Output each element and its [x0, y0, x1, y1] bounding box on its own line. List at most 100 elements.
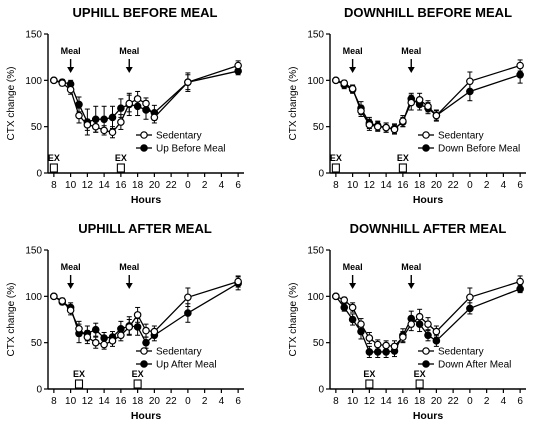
- y-tick-label: 100: [307, 76, 324, 87]
- x-tick-label: 0: [467, 180, 473, 191]
- x-tick-label: 10: [65, 180, 77, 191]
- legend-marker: [422, 347, 430, 355]
- x-tick-label: 0: [185, 396, 191, 407]
- data-point: [424, 102, 432, 111]
- meal-annotation: Meal: [61, 262, 81, 272]
- legend-marker: [422, 131, 430, 139]
- x-tick-label: 12: [82, 180, 94, 191]
- x-axis-label: Hours: [413, 194, 443, 206]
- data-point: [365, 121, 374, 129]
- meal-arrow-icon: [67, 283, 75, 289]
- exercise-annotation: EX: [414, 369, 426, 379]
- data-point: [407, 320, 416, 328]
- meal-annotation: Meal: [119, 262, 139, 272]
- y-tick-label: 100: [25, 76, 42, 87]
- x-tick-label: 16: [115, 396, 127, 407]
- data-point: [75, 111, 83, 120]
- meal-arrow-icon: [407, 283, 415, 289]
- x-tick-label: 18: [132, 180, 144, 191]
- data-point: [91, 338, 100, 347]
- x-tick-label: 6: [517, 396, 523, 407]
- exercise-annotation: EX: [132, 369, 144, 379]
- meal-annotation: Meal: [401, 262, 421, 272]
- meal-annotation: Meal: [61, 46, 81, 56]
- legend: Sedentary Down After Meal: [418, 347, 511, 371]
- x-tick-label: 16: [397, 180, 409, 191]
- x-tick-label: 6: [517, 180, 523, 191]
- y-tick-label: 150: [307, 30, 324, 41]
- y-tick-label: 100: [307, 292, 324, 303]
- data-point: [108, 113, 117, 122]
- x-tick-label: 14: [381, 396, 393, 407]
- data-point: [133, 311, 142, 319]
- data-point: [100, 115, 108, 124]
- meal-annotation: Meal: [343, 46, 363, 56]
- x-tick-label: 4: [219, 180, 225, 191]
- legend-label: Sedentary: [438, 131, 484, 142]
- x-tick-label: 2: [484, 180, 490, 191]
- data-point: [133, 95, 142, 103]
- data-point: [390, 342, 399, 351]
- x-axis-label: Hours: [413, 410, 443, 422]
- x-tick-label: 20: [149, 180, 161, 191]
- meal-arrow-icon: [407, 67, 415, 73]
- y-tick-label: 50: [313, 122, 325, 133]
- legend: Sedentary Up Before Meal: [136, 131, 225, 155]
- meal-arrow-icon: [125, 67, 133, 73]
- data-point: [340, 79, 349, 87]
- data-point: [100, 126, 108, 135]
- meal-arrow-icon: [67, 67, 75, 73]
- data-point: [184, 309, 192, 317]
- x-tick-label: 22: [166, 396, 178, 407]
- data-point: [58, 297, 67, 305]
- meal-arrow-icon: [349, 283, 357, 289]
- data-point: [340, 296, 349, 304]
- data-point: [415, 95, 424, 104]
- exercise-box-icon: [331, 163, 340, 173]
- data-point: [466, 77, 474, 86]
- data-point: [108, 128, 117, 137]
- x-tick-label: 6: [235, 396, 241, 407]
- data-point: [516, 61, 524, 70]
- x-tick-label: 6: [235, 180, 241, 191]
- data-point: [365, 334, 374, 342]
- x-tick-label: 20: [149, 396, 161, 407]
- data-point: [75, 324, 83, 333]
- meal-annotation: Meal: [343, 262, 363, 272]
- data-point: [407, 98, 416, 107]
- data-point: [399, 117, 407, 125]
- legend-label: Sedentary: [156, 131, 202, 142]
- exercise-annotation: EX: [115, 153, 127, 163]
- data-point: [142, 99, 150, 108]
- data-point: [424, 320, 432, 328]
- data-point: [432, 337, 441, 345]
- series-line: [335, 64, 521, 131]
- y-tick-label: 50: [313, 338, 325, 349]
- data-point: [117, 104, 125, 112]
- x-tick-label: 14: [99, 396, 111, 407]
- x-tick-label: 4: [501, 180, 507, 191]
- data-point: [117, 118, 125, 126]
- y-axis-label: CTX change (%): [6, 283, 17, 357]
- y-tick-label: 50: [31, 338, 43, 349]
- exercise-box-icon: [74, 379, 84, 389]
- data-point: [83, 333, 92, 341]
- x-tick-label: 10: [347, 180, 359, 191]
- exercise-box-icon: [415, 379, 424, 389]
- y-tick-label: 0: [36, 385, 42, 396]
- data-point: [125, 99, 134, 108]
- x-tick-label: 22: [448, 396, 460, 407]
- data-point: [234, 277, 242, 286]
- data-point: [234, 61, 242, 70]
- data-point: [66, 85, 75, 94]
- exercise-annotation: EX: [48, 153, 60, 163]
- exercise-box-icon: [49, 163, 58, 173]
- y-tick-label: 0: [318, 385, 324, 396]
- x-tick-label: 18: [132, 396, 144, 407]
- x-tick-label: 8: [333, 396, 339, 407]
- x-tick-label: 10: [347, 396, 359, 407]
- x-tick-label: 14: [381, 180, 393, 191]
- legend-label: Sedentary: [438, 347, 484, 358]
- y-tick-label: 150: [25, 246, 42, 257]
